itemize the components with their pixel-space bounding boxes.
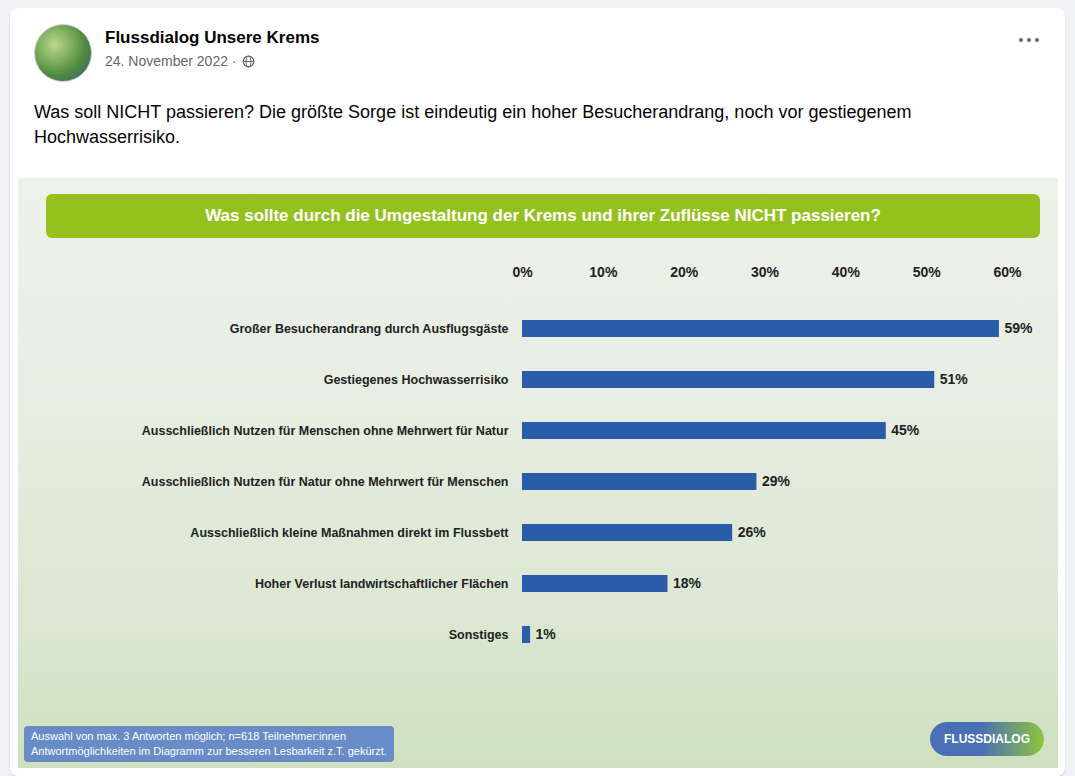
html-text:Was sollte durch die Umgestalt: Was sollte durch die Umgestaltung der Kr… xyxy=(205,206,881,225)
svg-text:60%: 60% xyxy=(993,264,1022,280)
svg-text:20%: 20% xyxy=(670,264,699,280)
svg-text:29%: 29% xyxy=(762,473,791,489)
svg-text:40%: 40% xyxy=(832,264,861,280)
svg-text:1%: 1% xyxy=(536,626,557,642)
html-text:24. November 2022 ·: 24. November 2022 · xyxy=(105,53,237,69)
svg-text:10%: 10% xyxy=(589,264,618,280)
svg-text:Ausschließlich kleine Maßnahme: Ausschließlich kleine Maßnahmen direkt i… xyxy=(190,526,509,540)
svg-text:18%: 18% xyxy=(673,575,702,591)
html-text:Auswahl von max. 3 Antworten m: Auswahl von max. 3 Antworten möglich; n=… xyxy=(31,730,346,743)
svg-text:Sonstiges: Sonstiges xyxy=(449,628,509,642)
svg-text:Großer Besucherandrang durch A: Großer Besucherandrang durch Ausflugsgäs… xyxy=(230,322,509,336)
svg-text:Hoher Verlust landwirtschaftli: Hoher Verlust landwirtschaftlicher Fläch… xyxy=(255,577,509,591)
html-text:Antwortmöglichkeiten im Diagra: Antwortmöglichkeiten im Diagramm zur bes… xyxy=(31,745,387,758)
svg-text:51%: 51% xyxy=(940,371,969,387)
html-text:Was soll NICHT passieren? Die: Was soll NICHT passieren? Die größte Sor… xyxy=(34,102,912,147)
svg-text:Ausschließlich Nutzen für Natu: Ausschließlich Nutzen für Natur ohne Meh… xyxy=(142,475,509,489)
html-text:FLUSSDIALOG: FLUSSDIALOG xyxy=(944,732,1030,746)
svg-text:Ausschließlich Nutzen für Mens: Ausschließlich Nutzen für Menschen ohne … xyxy=(142,424,509,438)
svg-text:50%: 50% xyxy=(913,264,942,280)
svg-text:45%: 45% xyxy=(891,422,920,438)
html-text:Flussdialog Unsere Krems: Flussdialog Unsere Krems xyxy=(105,28,320,47)
svg-text:0%: 0% xyxy=(512,264,533,280)
svg-text:Gestiegenes Hochwasserrisiko: Gestiegenes Hochwasserrisiko xyxy=(324,373,509,387)
svg-text:30%: 30% xyxy=(751,264,780,280)
svg-text:59%: 59% xyxy=(1004,320,1033,336)
svg-text:26%: 26% xyxy=(738,524,767,540)
